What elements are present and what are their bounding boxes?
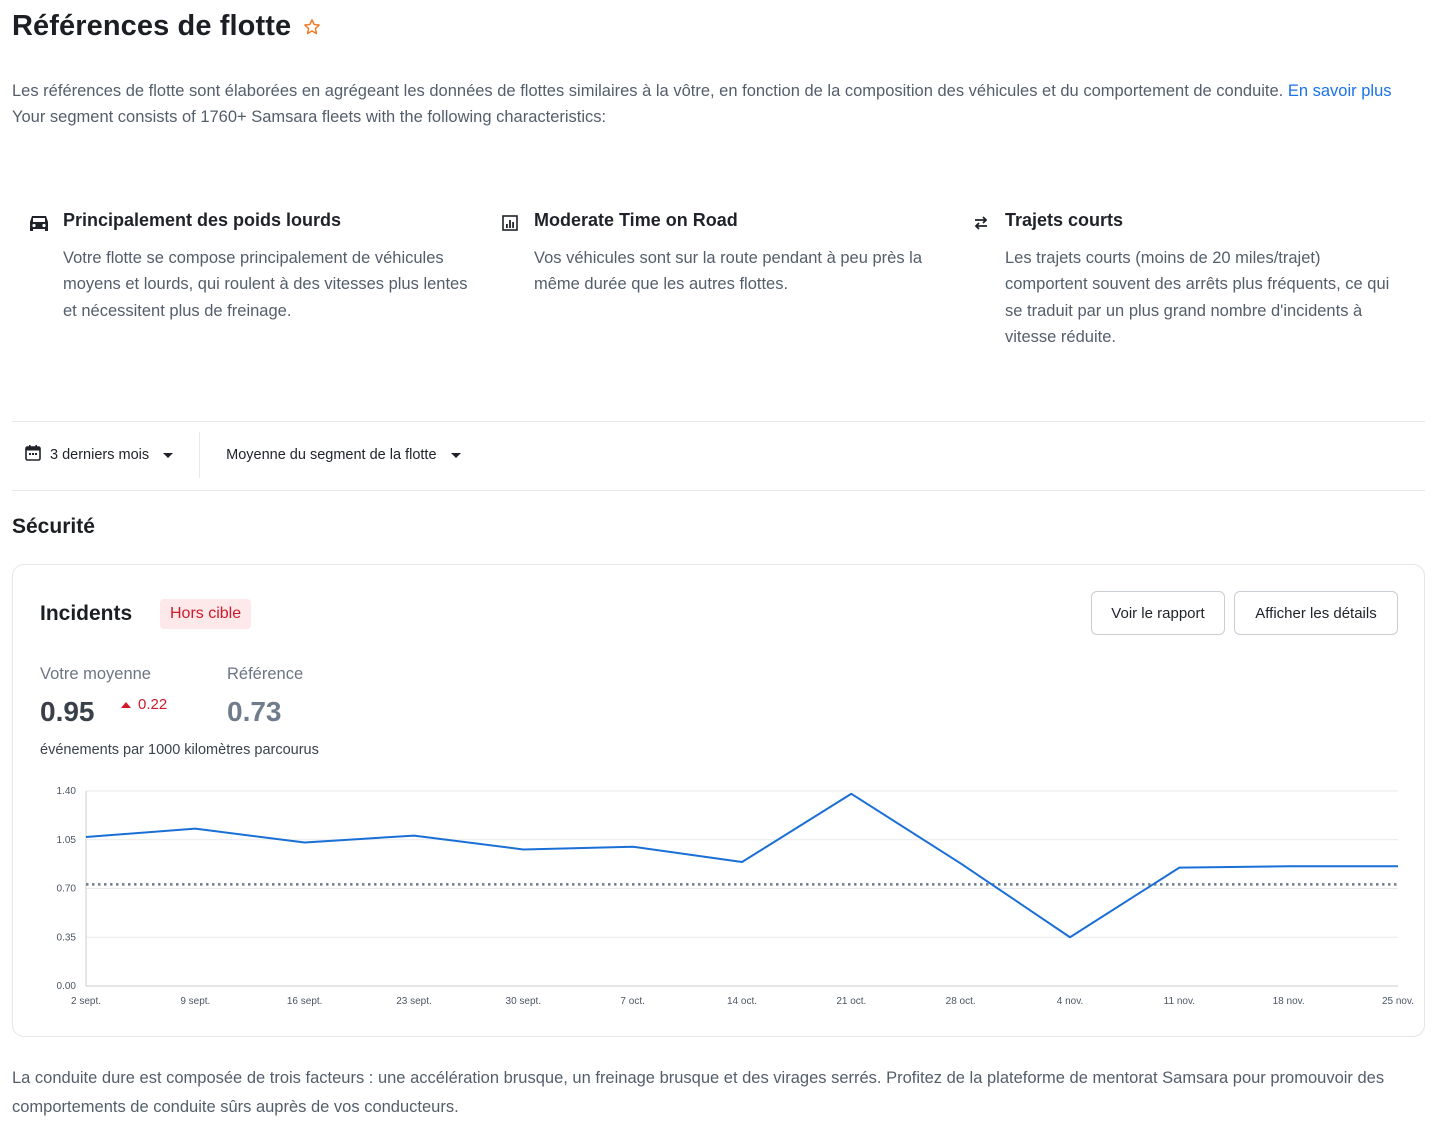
divider [12, 421, 1425, 422]
feature-title: Trajets courts [1005, 210, 1124, 230]
x-tick-label: 4 nov. [1057, 996, 1084, 1007]
x-tick-label: 30 sept. [506, 996, 542, 1007]
x-tick-label: 18 nov. [1273, 996, 1305, 1007]
reference-label: Référence [227, 665, 304, 683]
bar-chart-icon [499, 212, 521, 234]
date-range-dropdown[interactable]: 3 derniers mois [12, 432, 185, 478]
your-average-metric: Votre moyenne 0.95 [40, 665, 151, 728]
unit-label: événements par 1000 kilomètres parcourus [40, 742, 319, 758]
x-tick-label: 11 nov. [1164, 996, 1195, 1007]
feature-description: Votre flotte se compose principalement d… [63, 249, 468, 320]
divider [12, 490, 1425, 491]
incidents-chart: 0.00 0.35 0.70 1.05 1.40 2 sept. 9 sept. 16 sep… [57, 786, 1415, 1007]
y-tick-label: 1.05 [57, 835, 77, 846]
segment-description: Your segment consists of 1760+ Samsara f… [12, 108, 607, 126]
your-average-label: Votre moyenne [40, 665, 151, 683]
page-title: Références de flotte [12, 10, 292, 42]
date-range-label: 3 derniers mois [50, 447, 150, 463]
intro-description: Les références de flotte sont élaborées … [12, 82, 1288, 100]
card-title: Incidents [40, 602, 133, 625]
x-tick-label: 7 oct. [620, 996, 644, 1007]
series-line [85, 792, 1398, 939]
reference-metric: Référence 0.73 [227, 665, 303, 728]
show-details-button[interactable]: Afficher les détails [1234, 591, 1398, 635]
arrow-up-icon [121, 701, 131, 708]
x-tick-label: 28 oct. [946, 996, 976, 1007]
delta-indicator: 0.22 [121, 696, 167, 713]
x-tick-label: 14 oct. [727, 996, 757, 1007]
incidents-card: Incidents Hors cible Voir le rapport Aff… [12, 564, 1425, 1037]
benchmark-dropdown[interactable]: Moyenne du segment de la flotte [214, 432, 472, 478]
chevron-down-icon [450, 452, 461, 458]
x-tick-label: 16 sept. [287, 996, 323, 1007]
star-icon[interactable] [303, 18, 321, 36]
feature-description: Vos véhicules sont sur la route pendant … [534, 249, 922, 294]
filter-separator [199, 432, 201, 478]
swap-arrows-icon [970, 212, 992, 234]
page-header: Références de flotte [12, 10, 321, 43]
truck-icon [28, 212, 50, 234]
x-tick-label: 23 sept. [396, 996, 432, 1007]
y-tick-label: 0.70 [57, 884, 77, 895]
calendar-icon [24, 444, 42, 466]
reference-value: 0.73 [227, 696, 282, 727]
y-tick-label: 1.40 [57, 786, 77, 797]
section-title: Sécurité [12, 515, 95, 538]
delta-value: 0.22 [138, 696, 168, 713]
y-tick-label: 0.00 [57, 981, 77, 992]
x-tick-label: 2 sept. [71, 996, 101, 1007]
status-badge: Hors cible [160, 599, 252, 629]
footer-text: La conduite dure est composée de trois f… [12, 1069, 1385, 1116]
your-average-value: 0.95 [40, 696, 95, 727]
x-tick-label: 21 oct. [836, 996, 866, 1007]
feature-title: Moderate Time on Road [534, 210, 738, 230]
view-report-button[interactable]: Voir le rapport [1091, 591, 1225, 635]
chevron-down-icon [163, 452, 174, 458]
filter-bar: 3 derniers mois Moyenne du segment de la… [12, 432, 473, 478]
y-tick-label: 0.35 [57, 932, 77, 943]
intro-text: Les références de flotte sont élaborées … [12, 78, 1428, 130]
benchmark-label: Moyenne du segment de la flotte [226, 447, 437, 463]
x-tick-label: 25 nov. [1382, 996, 1414, 1007]
feature-title: Principalement des poids lourds [63, 210, 342, 230]
x-tick-label: 9 sept. [180, 996, 210, 1007]
learn-more-link[interactable]: En savoir plus [1287, 82, 1392, 100]
feature-description: Les trajets courts (moins de 20 miles/tr… [1005, 249, 1390, 346]
